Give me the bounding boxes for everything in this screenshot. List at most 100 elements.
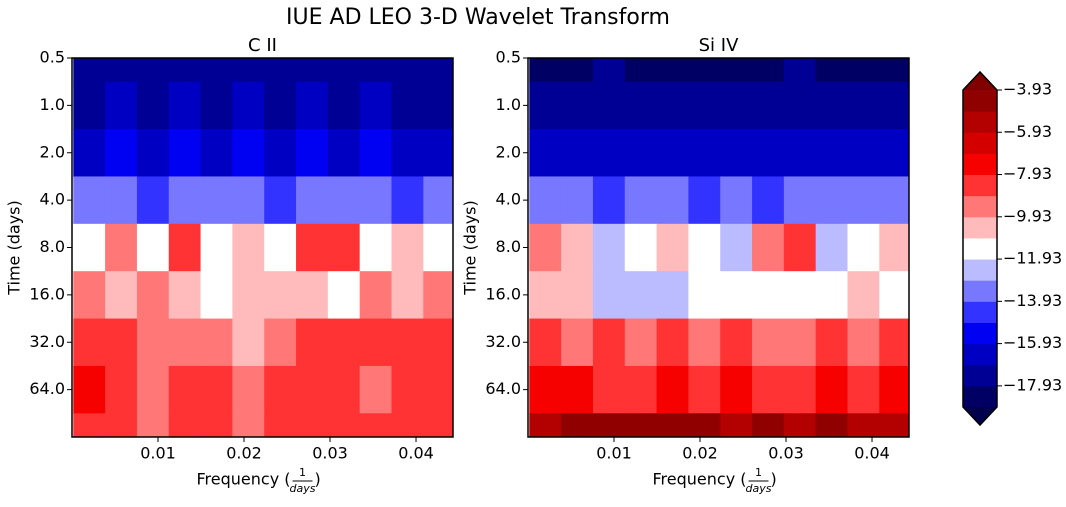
cell	[752, 271, 785, 320]
cell	[815, 365, 849, 414]
colorbar-band	[963, 343, 997, 366]
cell	[105, 58, 138, 83]
cell	[200, 58, 233, 83]
colorbar-band	[963, 195, 997, 218]
cell	[847, 413, 880, 437]
y-tick-label: 8.0	[40, 237, 65, 256]
cell	[105, 413, 138, 437]
cell	[423, 271, 453, 320]
cell	[688, 413, 721, 437]
cell	[168, 176, 202, 225]
cell	[105, 318, 138, 367]
cell	[561, 271, 594, 320]
cell	[783, 365, 817, 414]
x-axis-label: Frequency (	[197, 470, 291, 489]
cell	[232, 129, 265, 177]
cell	[656, 413, 689, 437]
cell	[105, 223, 138, 272]
cell	[815, 413, 849, 437]
cell	[561, 176, 594, 225]
cell	[327, 176, 361, 225]
cell	[232, 223, 265, 272]
cell	[200, 318, 233, 367]
cell	[783, 58, 817, 83]
cell	[879, 81, 909, 130]
cell	[688, 365, 721, 414]
cell	[783, 223, 817, 272]
cell	[847, 223, 880, 272]
cell	[561, 318, 594, 367]
colorbar-band	[963, 90, 997, 112]
cell	[624, 365, 658, 414]
cell	[656, 129, 689, 177]
cell	[529, 223, 562, 272]
y-tick-label: 2.0	[40, 142, 65, 161]
cell	[847, 129, 880, 177]
cell	[847, 81, 880, 130]
x-tick-label: 0.02	[682, 444, 718, 463]
cell	[847, 271, 880, 320]
cell	[391, 223, 424, 272]
cell	[232, 318, 265, 367]
colorbar-band	[963, 280, 997, 302]
colorbar-tick-label: −9.93	[1003, 206, 1052, 225]
cell	[720, 318, 753, 367]
cell	[879, 58, 909, 83]
cell	[879, 129, 909, 177]
x-axis-label: Frequency (	[653, 470, 747, 489]
cell	[73, 129, 106, 177]
cell	[296, 129, 329, 177]
cell	[200, 271, 233, 320]
cell	[592, 81, 626, 130]
cell	[327, 223, 361, 272]
cell	[720, 271, 753, 320]
cell	[847, 318, 880, 367]
cell	[688, 81, 721, 130]
cell	[879, 365, 909, 414]
cell	[136, 58, 170, 83]
figure-title: IUE AD LEO 3-D Wavelet Transform	[286, 5, 670, 30]
cell	[815, 81, 849, 130]
cell	[656, 81, 689, 130]
colorbar-tick-label: −15.93	[1003, 333, 1062, 352]
cell	[847, 176, 880, 225]
colorbar-band	[963, 385, 997, 408]
cell	[200, 365, 233, 414]
cell	[168, 81, 202, 130]
cell	[529, 176, 562, 225]
cell	[200, 176, 233, 225]
y-tick-label: 32.0	[485, 332, 521, 351]
colorbar-band	[963, 259, 997, 281]
cell	[624, 271, 658, 320]
cell	[752, 413, 785, 437]
cell	[391, 318, 424, 367]
y-tick-label: 4.0	[496, 190, 521, 209]
cell	[105, 176, 138, 225]
x-axis-label-close: )	[315, 470, 321, 489]
x-axis-label-den: days	[290, 482, 316, 495]
cell	[264, 81, 297, 130]
cell	[136, 413, 170, 437]
colorbar-band	[963, 301, 997, 323]
cell	[592, 129, 626, 177]
y-tick-label: 64.0	[485, 379, 521, 398]
colorbar-frame	[962, 70, 998, 427]
cell	[561, 129, 594, 177]
cell	[688, 129, 721, 177]
cell	[592, 223, 626, 272]
cell	[752, 365, 785, 414]
cell	[168, 318, 202, 367]
cell	[391, 271, 424, 320]
cell	[232, 365, 265, 414]
cell	[720, 176, 753, 225]
panel-title: Si IV	[699, 35, 739, 56]
cell	[391, 58, 424, 83]
cell	[136, 129, 170, 177]
cell	[561, 365, 594, 414]
y-tick-label: 32.0	[29, 332, 65, 351]
y-tick-label: 0.5	[496, 48, 521, 67]
colorbar-band	[963, 322, 997, 345]
cell	[168, 365, 202, 414]
cell	[720, 223, 753, 272]
